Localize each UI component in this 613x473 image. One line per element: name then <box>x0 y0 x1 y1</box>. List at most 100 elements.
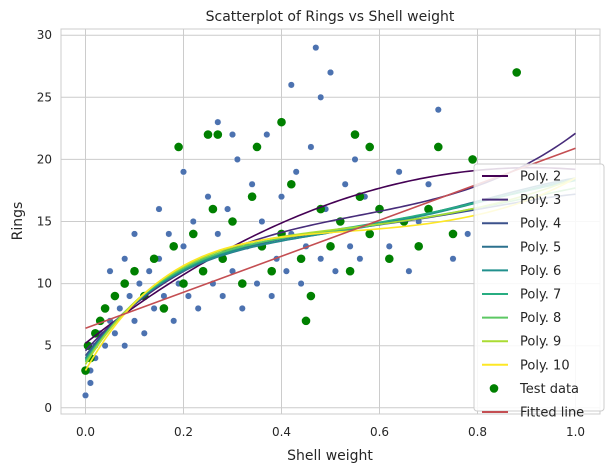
legend-label: Fitted line <box>520 406 584 421</box>
train-point <box>248 180 256 188</box>
test-point <box>277 117 286 127</box>
train-point <box>111 329 119 337</box>
train-point <box>179 242 188 250</box>
train-point <box>81 391 90 399</box>
test-point <box>169 242 178 251</box>
test-point <box>174 142 183 152</box>
train-point <box>449 255 457 263</box>
test-point <box>238 279 247 288</box>
train-point <box>130 317 139 325</box>
train-point <box>184 292 192 300</box>
train-point <box>194 304 202 312</box>
legend-label: Test data <box>519 382 579 397</box>
train-point <box>189 217 197 226</box>
x-tick-label: 0.4 <box>272 425 291 439</box>
test-point <box>468 155 477 164</box>
test-point <box>120 279 129 288</box>
train-point <box>101 342 109 350</box>
train-point <box>233 155 241 163</box>
legend-label: Poly. 8 <box>520 311 561 326</box>
test-point <box>208 204 218 214</box>
train-point <box>268 292 276 300</box>
test-points <box>81 68 521 375</box>
test-point <box>301 316 311 326</box>
train-point <box>116 304 124 312</box>
y-tick-label: 0 <box>44 401 52 415</box>
train-point <box>224 205 232 213</box>
train-point <box>263 131 271 139</box>
train-point <box>130 230 139 238</box>
test-point <box>345 266 355 276</box>
train-point <box>214 118 222 126</box>
test-point <box>100 304 110 313</box>
legend-box <box>473 163 605 412</box>
axes: 0.0 0.2 0.4 0.6 0.8 1.0 0 5 10 15 20 25 30 <box>37 28 585 439</box>
y-tick-label: 30 <box>37 28 52 42</box>
train-point <box>326 68 335 77</box>
train-point <box>346 242 354 250</box>
test-point <box>213 130 223 139</box>
train-point <box>307 143 315 151</box>
test-point <box>385 254 394 264</box>
legend-items: Poly. 2 Poly. 3 Poly. 4 Poly. 5 Poly. 6 Poly.… <box>482 170 584 421</box>
train-point <box>331 267 339 275</box>
train-point <box>287 81 295 89</box>
legend-label: Poly. 4 <box>520 217 561 232</box>
legend-label: Poly. 5 <box>520 240 561 255</box>
y-tick-label: 20 <box>37 152 52 166</box>
train-point <box>150 304 158 312</box>
train-point <box>135 280 143 288</box>
test-point <box>149 254 159 264</box>
train-point <box>297 280 305 288</box>
test-point <box>91 328 100 338</box>
y-tick-label: 5 <box>44 339 52 353</box>
legend-label: Poly. 9 <box>520 335 561 350</box>
train-point <box>253 280 261 288</box>
train-point <box>341 180 349 188</box>
test-point <box>267 266 277 276</box>
x-tick-label: 0.2 <box>174 425 193 439</box>
test-point <box>110 291 120 301</box>
test-point <box>287 179 296 189</box>
test-point <box>252 142 262 152</box>
legend-label: Poly. 3 <box>520 193 561 208</box>
train-point <box>145 267 153 275</box>
x-tick-label: 0.6 <box>370 425 389 439</box>
y-tick-label: 25 <box>37 90 52 104</box>
y-tick-label: 15 <box>37 215 52 229</box>
train-point <box>405 267 413 275</box>
train-point <box>351 155 359 163</box>
train-point <box>424 180 433 188</box>
train-point <box>204 193 212 201</box>
y-axis-label: Rings <box>10 202 26 241</box>
train-point <box>121 255 129 263</box>
chart-title: Scatterplot of Rings vs Shell weight <box>206 9 455 25</box>
test-point <box>350 130 360 139</box>
test-point <box>448 229 458 239</box>
legend: Poly. 2 Poly. 3 Poly. 4 Poly. 5 Poly. 6 Poly.… <box>473 163 605 421</box>
train-point <box>312 44 320 52</box>
test-point <box>434 142 443 152</box>
test-point <box>424 204 433 214</box>
test-point <box>81 366 90 375</box>
train-point <box>165 230 173 238</box>
train-point <box>356 255 364 263</box>
train-point <box>434 106 442 114</box>
train-point <box>140 329 148 337</box>
x-tick-label: 1.0 <box>566 425 585 439</box>
test-point <box>512 68 521 77</box>
train-point <box>317 93 325 101</box>
legend-label: Poly. 7 <box>520 288 561 303</box>
test-point <box>228 217 237 226</box>
train-point <box>126 292 134 300</box>
train-point <box>155 205 163 213</box>
test-point <box>189 229 198 239</box>
test-point <box>296 254 306 264</box>
test-point <box>198 266 208 276</box>
train-point <box>395 168 403 176</box>
test-point <box>365 229 375 239</box>
x-axis-label: Shell weight <box>287 448 373 464</box>
train-point <box>228 131 237 139</box>
train-point <box>86 379 94 387</box>
